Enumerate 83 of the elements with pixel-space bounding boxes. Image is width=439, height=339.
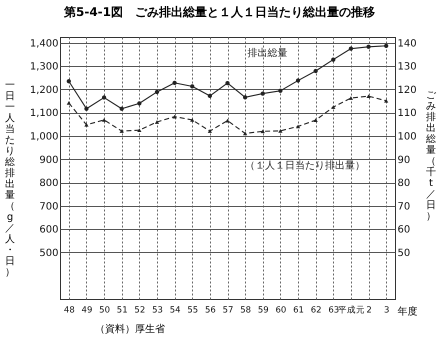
point: [366, 44, 371, 49]
x-tick-label: 50: [99, 306, 110, 316]
y-tick-label: 1,000: [30, 131, 58, 142]
x-tick-label: 49: [82, 306, 92, 316]
point: [66, 79, 71, 84]
text: （１人１日当たり排出量）: [245, 159, 366, 172]
point: [243, 95, 248, 100]
y2-tick-label: 60: [398, 224, 410, 236]
x-tick-label: 63: [328, 306, 340, 316]
point: [208, 94, 212, 98]
x-tick-label: 51: [116, 306, 128, 316]
line-series: [66, 94, 388, 136]
x-axis-title: 年度: [398, 306, 418, 318]
point: [208, 129, 212, 133]
point: [278, 129, 283, 133]
point: [260, 129, 265, 134]
point: [172, 80, 177, 85]
y2-tick-label: 140: [398, 38, 417, 50]
point: [154, 120, 160, 124]
point: [314, 68, 318, 74]
point: [172, 114, 177, 118]
y2-tick-label: 120: [398, 84, 417, 96]
y2-tick-label: 90: [398, 154, 410, 166]
point: [120, 106, 124, 111]
x-tick-label: 59: [258, 306, 269, 316]
y-tick-label: 1,300: [30, 62, 58, 73]
point: [331, 57, 336, 62]
text: 一日一人当たり総排出量（g／人・日）: [5, 80, 15, 278]
point: [278, 88, 283, 93]
y-tick-label: 600: [39, 224, 58, 236]
y-tick-label: 1,200: [30, 84, 58, 96]
point: [84, 122, 89, 127]
point: [84, 106, 89, 111]
y-tick-label: 1,400: [30, 38, 58, 50]
point: [314, 118, 318, 122]
chart-title: 第5-4-1図 ごみ排出総量と１人１日当たり総出量の推移: [62, 4, 376, 21]
x-tick-label: 55: [187, 306, 198, 316]
y2-tick-label: 130: [398, 62, 417, 73]
point: [296, 124, 300, 128]
x-tick-label: 58: [240, 306, 252, 316]
text: 排出総量: [248, 47, 288, 60]
point: [331, 105, 336, 109]
point: [384, 44, 388, 48]
x-tick-label: 54: [170, 306, 181, 316]
x-tick-label: 52: [134, 306, 146, 316]
point: [366, 94, 371, 98]
x-tick-label: 62: [310, 306, 322, 316]
y2-tick-label: 70: [398, 201, 410, 212]
point: [102, 95, 106, 100]
x-tick-label: 61: [293, 306, 304, 316]
point: [260, 91, 265, 96]
text: ごみ排出総量（千t／日）: [426, 90, 436, 222]
x-tick-label: 57: [222, 306, 234, 316]
point: [120, 129, 124, 133]
x-tick-label: 2: [366, 306, 372, 316]
point: [137, 128, 142, 132]
point: [190, 84, 194, 88]
x-tick-label: 60: [275, 306, 286, 316]
y-tick-label: 500: [39, 248, 58, 259]
x-tick-label: 3: [384, 306, 390, 316]
point: [225, 80, 230, 86]
point: [243, 132, 248, 136]
point: [384, 98, 388, 103]
x-tick-label: 53: [152, 306, 163, 316]
y-tick-label: 700: [39, 201, 58, 212]
x-tick-label: 48: [64, 306, 75, 316]
y-tick-label: 900: [39, 154, 58, 166]
y2-tick-label: 110: [398, 108, 417, 120]
x-tick-label: 平成元: [338, 304, 365, 316]
point: [154, 90, 160, 94]
point: [348, 96, 354, 100]
point: [225, 118, 230, 122]
y-tick-label: 800: [39, 178, 58, 190]
y-tick-label: 1,100: [30, 108, 58, 120]
point: [102, 118, 106, 122]
point: [348, 46, 354, 51]
text: （資料）厚生省: [95, 322, 165, 336]
x-tick-label: 56: [204, 306, 216, 316]
y2-tick-label: 80: [398, 178, 410, 190]
y2-tick-label: 100: [398, 131, 417, 142]
point: [137, 101, 142, 106]
y2-tick-label: 50: [398, 248, 410, 259]
point: [296, 78, 300, 83]
